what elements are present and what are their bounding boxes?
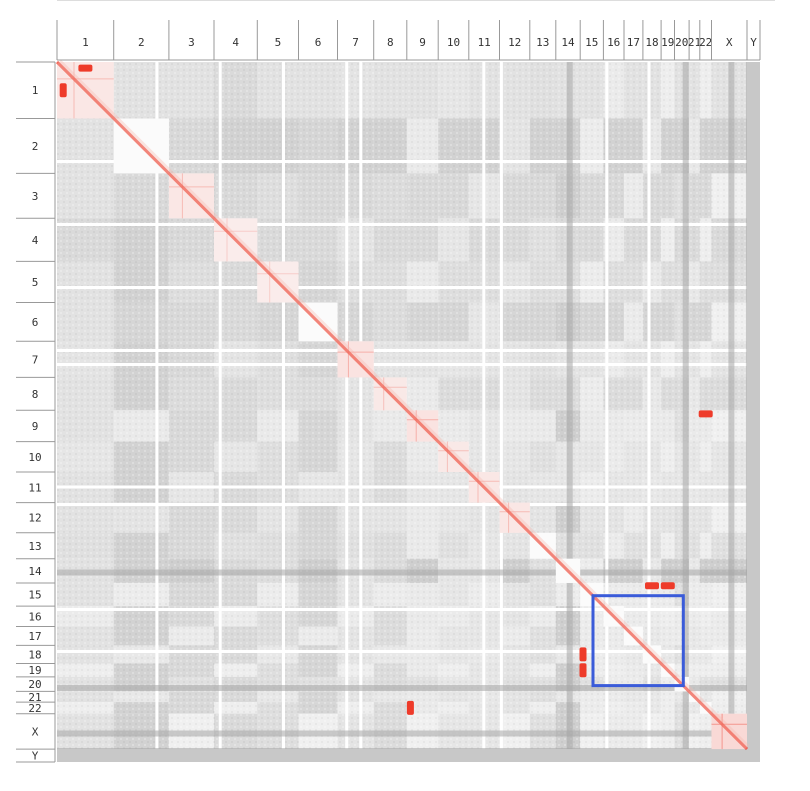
x-label-X[interactable]: X: [726, 36, 733, 49]
blank-column-3: [345, 62, 349, 762]
x-label-2[interactable]: 2: [138, 36, 145, 49]
blank-row-6: [57, 503, 760, 506]
blank-column-6: [499, 62, 503, 762]
y-label-7[interactable]: 7: [32, 353, 39, 366]
hotspot-15-18-lower: [579, 647, 587, 662]
gap-column-1: [682, 62, 689, 762]
heatmap-diagonal-layer: [55, 59, 750, 751]
chrom-y-row: [57, 749, 760, 762]
blank-row-0: [57, 160, 760, 163]
x-label-20[interactable]: 20: [675, 36, 688, 49]
y-label-1[interactable]: 1: [32, 84, 39, 97]
x-label-21[interactable]: 21: [688, 36, 701, 49]
blank-column-2: [282, 62, 285, 762]
blank-column-7: [605, 62, 609, 762]
blank-column-8: [647, 62, 651, 762]
y-label-2[interactable]: 2: [32, 140, 39, 153]
heatmap-background-layer: [57, 62, 760, 762]
y-label-17[interactable]: 17: [28, 630, 41, 643]
y-label-15[interactable]: 15: [28, 589, 41, 602]
x-label-6[interactable]: 6: [315, 36, 322, 49]
x-label-9[interactable]: 9: [419, 36, 426, 49]
y-label-4[interactable]: 4: [32, 234, 39, 247]
hotspot-15-18-upper: [645, 582, 659, 590]
hotspot-9-22-lower: [406, 700, 414, 715]
blank-column-1: [218, 62, 222, 762]
x-label-10[interactable]: 10: [447, 36, 460, 49]
x-label-11[interactable]: 11: [478, 36, 491, 49]
blank-row-7: [57, 608, 760, 611]
x-label-19[interactable]: 19: [661, 36, 674, 49]
gap-column-0: [566, 62, 573, 762]
x-label-1[interactable]: 1: [82, 36, 89, 49]
gap-row-0: [57, 569, 760, 576]
y-label-13[interactable]: 13: [28, 540, 41, 553]
y-label-6[interactable]: 6: [32, 316, 39, 329]
x-label-Y[interactable]: Y: [750, 36, 757, 49]
x-label-5[interactable]: 5: [275, 36, 282, 49]
y-label-18[interactable]: 18: [28, 648, 41, 661]
hotspot-1-1-upper: [78, 64, 93, 72]
y-label-Y[interactable]: Y: [32, 750, 39, 763]
y-label-12[interactable]: 12: [28, 512, 41, 525]
blank-row-4: [57, 363, 760, 366]
x-label-18[interactable]: 18: [645, 36, 658, 49]
blank-row-1: [57, 223, 760, 226]
y-label-3[interactable]: 3: [32, 190, 39, 203]
chromosome-axis-layer: 1122334455667788991010111112121313141415…: [16, 0, 775, 763]
blank-column-4: [359, 62, 363, 762]
x-label-13[interactable]: 13: [536, 36, 549, 49]
heatmap-hotspot-layer: [59, 64, 713, 715]
x-label-8[interactable]: 8: [387, 36, 394, 49]
hotspot-1-1-lower: [59, 83, 67, 98]
gap-row-2: [57, 730, 760, 737]
x-label-15[interactable]: 15: [585, 36, 598, 49]
y-label-21[interactable]: 21: [28, 691, 41, 704]
gap-row-1: [57, 685, 760, 691]
x-label-17[interactable]: 17: [627, 36, 640, 49]
y-label-X[interactable]: X: [32, 725, 39, 738]
hotspot-15-19-upper: [660, 582, 675, 590]
y-label-14[interactable]: 14: [28, 565, 42, 578]
main-diagonal-halo: [56, 59, 750, 750]
chrom-y-column: [747, 62, 760, 762]
blank-row-3: [57, 349, 760, 352]
x-label-4[interactable]: 4: [232, 36, 239, 49]
x-label-12[interactable]: 12: [508, 36, 521, 49]
x-label-22[interactable]: 22: [699, 36, 712, 49]
main-diagonal: [55, 60, 749, 751]
x-label-3[interactable]: 3: [188, 36, 195, 49]
y-label-19[interactable]: 19: [28, 664, 41, 677]
blank-column-5: [482, 62, 486, 762]
y-label-16[interactable]: 16: [28, 610, 41, 623]
y-label-11[interactable]: 11: [28, 481, 41, 494]
y-label-20[interactable]: 20: [28, 678, 41, 691]
y-label-5[interactable]: 5: [32, 276, 39, 289]
heatmap-stripe-layer: [57, 62, 760, 762]
x-label-14[interactable]: 14: [561, 36, 575, 49]
x-label-16[interactable]: 16: [607, 36, 620, 49]
y-label-10[interactable]: 10: [28, 451, 41, 464]
hotspot-9-22-upper: [698, 410, 713, 418]
selection-layer[interactable]: [591, 594, 685, 688]
hotspot-15-19-lower: [579, 663, 587, 678]
y-label-9[interactable]: 9: [32, 420, 39, 433]
y-label-22[interactable]: 22: [28, 702, 41, 715]
blank-row-2: [57, 286, 760, 289]
blank-row-8: [57, 650, 760, 653]
y-label-8[interactable]: 8: [32, 388, 39, 401]
selection-box[interactable]: [591, 594, 685, 688]
blank-row-5: [57, 485, 760, 489]
gap-column-2: [728, 62, 735, 762]
blank-column-0: [155, 62, 159, 762]
x-label-7[interactable]: 7: [352, 36, 359, 49]
